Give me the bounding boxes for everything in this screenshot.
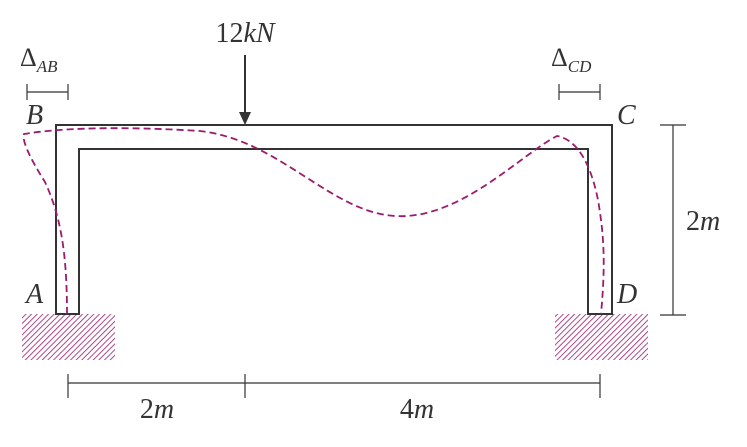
deflection-ab-label: ΔAB: [20, 43, 58, 76]
frame-outer-outline: [55, 124, 613, 315]
span-left-label: 2m: [140, 394, 174, 425]
deflection-cd-label: ΔCD: [551, 43, 592, 76]
height-dimension-line: [660, 124, 686, 316]
support-a: [22, 314, 115, 360]
node-label-c: C: [617, 100, 636, 131]
span-dimension-line: [67, 374, 601, 398]
height-dimension-label: 2m: [686, 206, 720, 237]
node-label-d: D: [616, 279, 637, 310]
frame: [55, 124, 613, 315]
frame-inner-outline: [78, 148, 589, 315]
node-label-b: B: [26, 100, 43, 131]
deflected-shape: [22, 127, 605, 315]
deflection-ab-indicator: [26, 84, 69, 100]
load-arrow: [239, 55, 251, 125]
node-label-a: A: [24, 279, 44, 310]
deflection-cd-indicator: [558, 84, 601, 100]
load-label: 12kN: [215, 18, 275, 49]
support-d: [555, 314, 648, 360]
span-right-label: 4m: [400, 394, 434, 425]
